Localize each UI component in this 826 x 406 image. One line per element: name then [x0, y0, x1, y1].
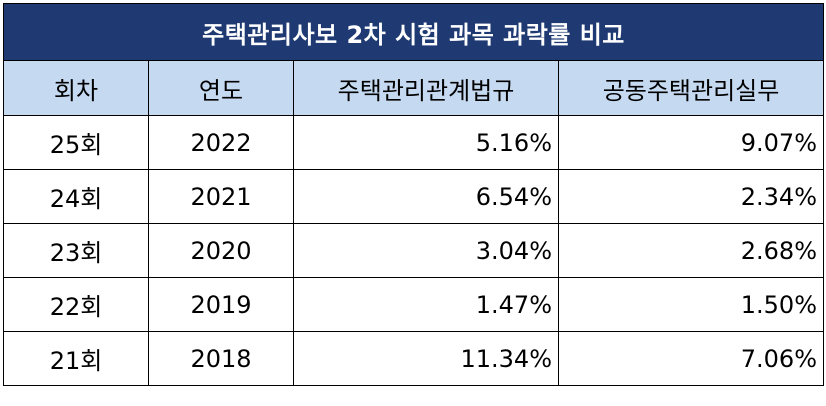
header-row: 회차 연도 주택관리관계법규 공동주택관리실무 [3, 60, 825, 116]
cell-housing-law-rate: 3.04% [293, 223, 559, 278]
column-header-housing-law: 주택관리관계법규 [293, 60, 559, 116]
cell-round: 24회 [3, 169, 149, 224]
cell-round: 21회 [3, 331, 149, 386]
cell-housing-practice-rate: 9.07% [557, 115, 825, 170]
title-row: 주택관리사보 2차 시험 과목 과락률 비교 [2, 3, 825, 61]
column-header-year: 연도 [148, 60, 294, 116]
cell-year: 2022 [148, 115, 294, 170]
table-title: 주택관리사보 2차 시험 과목 과락률 비교 [2, 3, 825, 61]
cell-year: 2019 [148, 277, 294, 332]
table-row: 25회 2022 5.16% 9.07% [3, 115, 825, 170]
table-row: 21회 2018 11.34% 7.06% [3, 331, 825, 386]
cell-round: 23회 [3, 223, 149, 278]
cell-year: 2018 [148, 331, 294, 386]
cell-round: 22회 [3, 277, 149, 332]
cell-housing-law-rate: 1.47% [293, 277, 559, 332]
cell-housing-law-rate: 5.16% [293, 115, 559, 170]
cell-housing-practice-rate: 2.34% [557, 169, 825, 224]
cell-year: 2021 [148, 169, 294, 224]
cell-round: 25회 [3, 115, 149, 170]
cell-housing-practice-rate: 2.68% [557, 223, 825, 278]
comparison-table-container: 주택관리사보 2차 시험 과목 과락률 비교 회차 연도 주택관리관계법규 공동… [2, 3, 825, 386]
column-header-round: 회차 [3, 60, 149, 116]
fail-rate-table: 주택관리사보 2차 시험 과목 과락률 비교 회차 연도 주택관리관계법규 공동… [2, 3, 825, 386]
cell-housing-practice-rate: 1.50% [557, 277, 825, 332]
cell-year: 2020 [148, 223, 294, 278]
cell-housing-law-rate: 11.34% [293, 331, 559, 386]
table-row: 22회 2019 1.47% 1.50% [3, 277, 825, 332]
column-header-housing-practice: 공동주택관리실무 [557, 60, 825, 116]
table-row: 24회 2021 6.54% 2.34% [3, 169, 825, 224]
cell-housing-practice-rate: 7.06% [557, 331, 825, 386]
cell-housing-law-rate: 6.54% [293, 169, 559, 224]
table-row: 23회 2020 3.04% 2.68% [3, 223, 825, 278]
